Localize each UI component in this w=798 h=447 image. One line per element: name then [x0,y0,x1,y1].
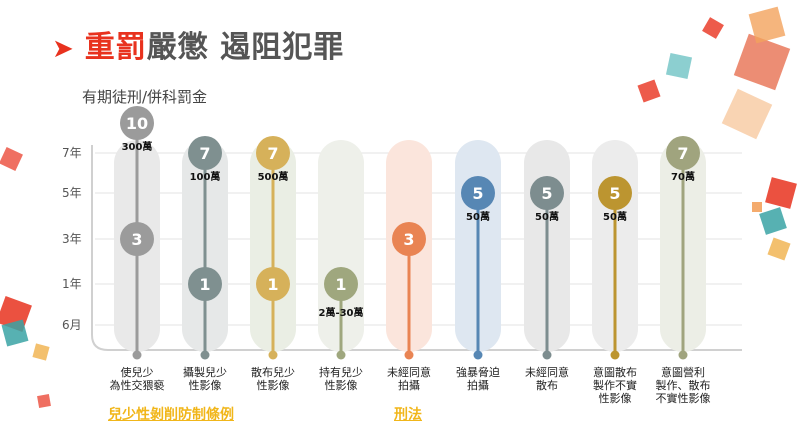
max-marker [324,267,358,301]
category-band [318,140,364,352]
x-category-label: 拍攝 [398,378,420,392]
footer-label-criminal-law: 刑法 [394,407,422,423]
x-category-label: 意圖散布 [593,365,637,379]
x-category-label: 為性交猥褻 [110,378,165,392]
max-marker [666,136,700,170]
title-rest: 嚴懲 遏阻犯罪 [146,30,345,65]
max-value-label: 3 [403,230,414,249]
max-value-label: 10 [126,114,148,133]
max-value-label: 1 [335,275,346,294]
max-marker [120,106,154,140]
axis-dot [404,350,414,360]
min-marker [188,267,222,301]
fine-label: 2萬-30萬 [318,306,363,319]
max-marker [461,176,495,210]
page-title: ➤ 重罰嚴懲 遏阻犯罪 [52,22,344,66]
y-tick-label: 1年 [62,277,82,291]
fine-label: 50萬 [603,210,627,223]
x-category-label: 性影像 [189,378,222,392]
x-category-label: 持有兒少 [319,365,363,379]
x-category-label: 未經同意 [525,365,569,379]
axis-dot [542,350,552,360]
max-value-label: 5 [609,184,620,203]
y-tick-label: 5年 [62,186,82,200]
chart-subtitle: 有期徒刑/併科罰金 [82,88,208,106]
min-value-label: 1 [267,275,278,294]
axis-dot [678,350,688,360]
arrow-right-icon: ➤ [52,34,75,64]
y-tick-label: 3年 [62,232,82,246]
fine-label: 300萬 [122,140,153,153]
max-value-label: 5 [472,184,483,203]
max-marker [188,136,222,170]
x-category-label: 性影像 [599,391,632,405]
fine-label: 500萬 [258,170,289,183]
y-tick-label: 6月 [62,318,82,332]
x-category-label: 未經同意 [387,365,431,379]
min-marker [120,222,154,256]
axis-dot [268,350,278,360]
x-category-label: 製作不實 [593,378,637,392]
x-category-label: 攝製兒少 [183,365,227,379]
axis-dot [473,350,483,360]
axis-dot [132,350,142,360]
x-category-label: 拍攝 [467,378,489,392]
chart-marks: 3 10 300萬 1 7 100萬 1 7 500萬 1 2萬-30萬 3 5 50萬 5 50萬 5 50萬 7… [120,106,700,360]
decorative-confetti [0,6,797,408]
x-category-label: 意圖營利 [661,365,705,379]
max-value-label: 5 [541,184,552,203]
x-category-label: 散布 [536,378,558,392]
chart-axis-frame [91,145,742,351]
axis-dot [200,350,210,360]
min-value-label: 1 [199,275,210,294]
max-marker [598,176,632,210]
max-marker [530,176,564,210]
title-highlight: 重罰 [84,30,147,65]
x-category-label: 散布兒少 [251,365,295,379]
x-category-label: 使兒少 [121,366,154,379]
max-marker [392,222,426,256]
max-marker [256,136,290,170]
fine-label: 50萬 [466,210,490,223]
axis-dot [336,350,346,360]
x-category-label: 不實性影像 [656,391,711,405]
y-tick-label: 7年 [62,146,82,160]
axis-dot [610,350,620,360]
max-value-label: 7 [199,144,210,163]
chart-x-axis: 使兒少為性交猥褻攝製兒少性影像散布兒少性影像持有兒少性影像未經同意拍攝強暴脅迫拍… [110,365,711,405]
fine-label: 70萬 [671,170,695,183]
min-value-label: 3 [131,230,142,249]
chart-y-axis: 6月 1年 3年 5年 7年 [62,146,82,332]
min-marker [256,267,290,301]
x-category-label: 製作、散布 [656,378,711,392]
x-category-label: 性影像 [325,378,358,392]
x-category-label: 強暴脅迫 [456,365,500,379]
x-category-label: 性影像 [257,378,290,392]
fine-label: 100萬 [190,170,221,183]
footer-label-child-law: 兒少性剝削防制條例 [108,407,234,423]
fine-label: 50萬 [535,210,559,223]
max-value-label: 7 [267,144,278,163]
max-value-label: 7 [677,144,688,163]
